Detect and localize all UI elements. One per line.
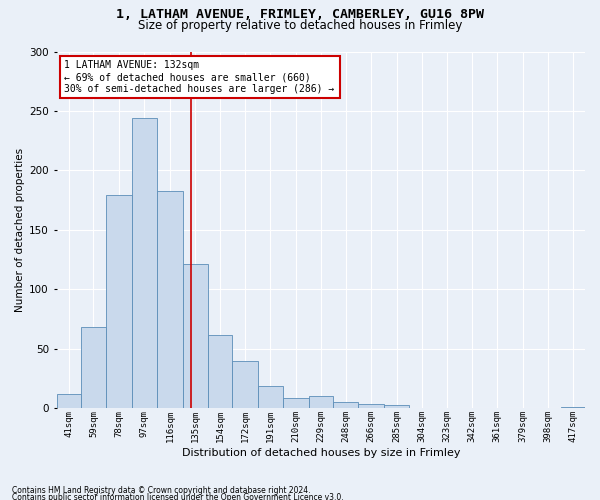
Bar	[208, 334, 232, 408]
Text: Contains public sector information licensed under the Open Government Licence v3: Contains public sector information licen…	[12, 492, 344, 500]
Bar	[56, 394, 80, 408]
Bar	[561, 407, 585, 408]
Bar	[80, 328, 106, 408]
Y-axis label: Number of detached properties: Number of detached properties	[15, 148, 25, 312]
Bar	[182, 264, 208, 408]
Text: Size of property relative to detached houses in Frimley: Size of property relative to detached ho…	[138, 19, 462, 32]
X-axis label: Distribution of detached houses by size in Frimley: Distribution of detached houses by size …	[182, 448, 460, 458]
Bar	[131, 118, 157, 408]
Text: 1, LATHAM AVENUE, FRIMLEY, CAMBERLEY, GU16 8PW: 1, LATHAM AVENUE, FRIMLEY, CAMBERLEY, GU…	[116, 8, 484, 20]
Bar	[106, 196, 131, 408]
Bar	[157, 190, 182, 408]
Bar	[384, 404, 409, 408]
Bar	[283, 398, 309, 408]
Text: Contains HM Land Registry data © Crown copyright and database right 2024.: Contains HM Land Registry data © Crown c…	[12, 486, 311, 495]
Bar	[358, 404, 384, 408]
Text: 1 LATHAM AVENUE: 132sqm
← 69% of detached houses are smaller (660)
30% of semi-d: 1 LATHAM AVENUE: 132sqm ← 69% of detache…	[64, 60, 335, 94]
Bar	[232, 360, 258, 408]
Bar	[333, 402, 358, 408]
Bar	[309, 396, 333, 408]
Bar	[258, 386, 283, 408]
